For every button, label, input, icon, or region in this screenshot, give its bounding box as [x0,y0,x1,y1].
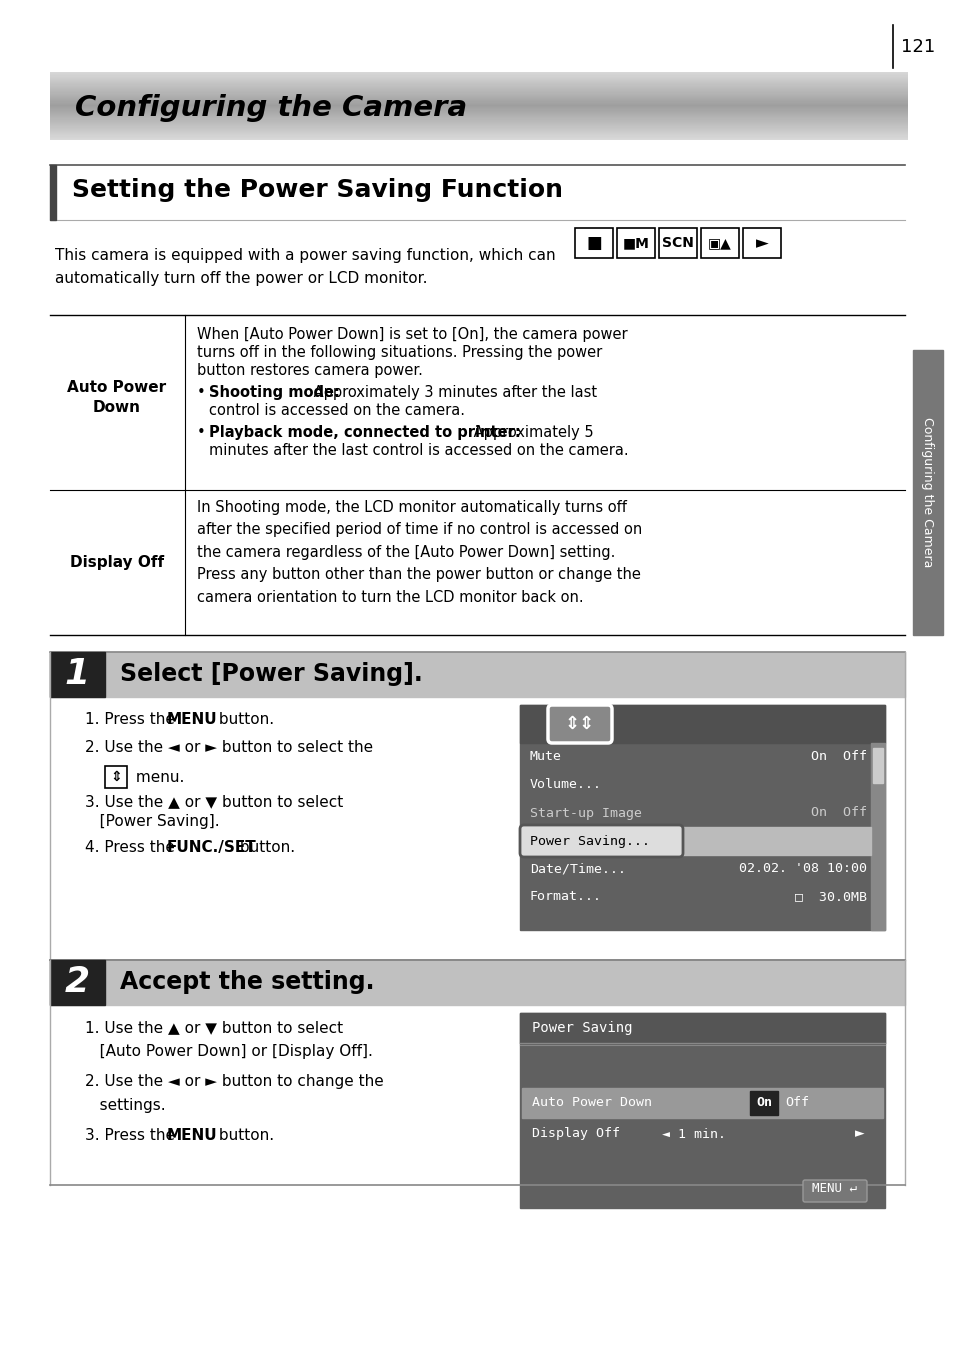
Text: 1. Press the: 1. Press the [85,712,179,727]
Text: On: On [755,1097,771,1109]
Text: [Auto Power Down] or [Display Off].: [Auto Power Down] or [Display Off]. [85,1044,373,1059]
Text: On  Off: On Off [810,751,866,763]
FancyBboxPatch shape [547,705,612,743]
Bar [50,961,904,1005]
Text: Off: Off [784,1097,808,1109]
Bar [870,743,884,929]
Text: Setting the Power Saving Function: Setting the Power Saving Function [71,178,562,203]
Bar [700,228,739,258]
Text: ⇕: ⇕ [111,770,122,784]
Bar [575,228,613,258]
Text: Volume...: Volume... [530,778,601,792]
FancyBboxPatch shape [519,825,682,857]
Text: control is accessed on the camera.: control is accessed on the camera. [209,403,464,417]
Text: minutes after the last control is accessed on the camera.: minutes after the last control is access… [209,443,628,458]
Text: settings.: settings. [85,1098,166,1113]
Text: Shooting mode:: Shooting mode: [209,385,339,400]
Bar [521,1088,882,1119]
Bar [519,705,884,743]
Text: Configuring the Camera: Configuring the Camera [921,417,934,567]
Text: Configuring the Camera: Configuring the Camera [75,95,467,122]
Text: menu.: menu. [131,770,184,785]
Text: ►: ► [755,234,767,253]
Text: Accept the setting.: Accept the setting. [120,970,375,994]
Text: Playback mode, connected to printer:: Playback mode, connected to printer: [209,426,520,440]
Text: 3. Press the: 3. Press the [85,1128,180,1143]
Text: FUNC./SET: FUNC./SET [167,840,256,855]
FancyBboxPatch shape [802,1179,866,1202]
Text: Auto Power
Down: Auto Power Down [68,380,167,416]
Text: [Power Saving].: [Power Saving]. [85,815,219,830]
Text: MENU: MENU [167,712,217,727]
Text: ▣▲: ▣▲ [707,236,731,250]
Bar [50,961,105,1005]
Text: 2. Use the ◄ or ► button to select the: 2. Use the ◄ or ► button to select the [85,740,373,755]
Text: Approximately 3 minutes after the last: Approximately 3 minutes after the last [309,385,597,400]
Text: •: • [196,385,211,400]
Text: ■: ■ [585,234,601,253]
Bar [50,165,56,220]
Text: MENU ↵: MENU ↵ [812,1182,857,1196]
Text: This camera is equipped with a power saving function, which can
automatically tu: This camera is equipped with a power sav… [55,249,555,286]
Text: 4. Press the: 4. Press the [85,840,179,855]
Text: Display Off: Display Off [70,555,164,570]
Text: Power Saving...: Power Saving... [530,835,649,847]
Text: Start-up Image: Start-up Image [530,807,641,820]
Bar [742,228,781,258]
Text: •: • [196,426,211,440]
Text: Mute: Mute [530,751,561,763]
Bar [912,350,942,635]
Bar [749,1092,778,1115]
Text: On  Off: On Off [810,807,866,820]
Text: 2: 2 [65,965,90,998]
Text: 121: 121 [900,38,934,55]
Text: □  30.0MB: □ 30.0MB [794,890,866,904]
Text: In Shooting mode, the LCD monitor automatically turns off
after the specified pe: In Shooting mode, the LCD monitor automa… [196,500,641,605]
Text: Auto Power Down: Auto Power Down [532,1097,651,1109]
Text: Power Saving: Power Saving [532,1021,632,1035]
Bar [872,748,882,784]
Bar [519,1013,884,1043]
Bar [50,653,904,697]
Bar [519,705,884,929]
Bar [519,1013,884,1208]
Text: 1: 1 [65,657,90,690]
Bar [50,653,105,697]
Text: Format...: Format... [530,890,601,904]
Text: When [Auto Power Down] is set to [On], the camera power: When [Auto Power Down] is set to [On], t… [196,327,627,342]
Bar [617,228,655,258]
Text: 1. Use the ▲ or ▼ button to select: 1. Use the ▲ or ▼ button to select [85,1020,343,1035]
Text: MENU: MENU [167,1128,217,1143]
Text: ◄ 1 min.: ◄ 1 min. [661,1128,725,1140]
Text: ■M: ■M [622,236,649,250]
Text: Date/Time...: Date/Time... [530,862,625,875]
Text: ►: ► [855,1128,864,1140]
Text: Select [Power Saving].: Select [Power Saving]. [120,662,422,686]
Text: 3. Use the ▲ or ▼ button to select: 3. Use the ▲ or ▼ button to select [85,794,343,809]
Text: button.: button. [213,712,274,727]
Text: button restores camera power.: button restores camera power. [196,363,422,378]
Text: turns off in the following situations. Pressing the power: turns off in the following situations. P… [196,345,601,359]
Bar [105,766,127,788]
Text: 02.02. '08 10:00: 02.02. '08 10:00 [739,862,866,875]
Text: Display Off: Display Off [532,1128,619,1140]
Text: SCN: SCN [661,236,693,250]
Text: button.: button. [234,840,294,855]
Text: 2. Use the ◄ or ► button to change the: 2. Use the ◄ or ► button to change the [85,1074,383,1089]
Text: button.: button. [213,1128,274,1143]
Bar [659,228,697,258]
Bar [520,827,870,855]
Text: ⇕⇕: ⇕⇕ [564,715,595,734]
Text: Approximately 5: Approximately 5 [469,426,593,440]
